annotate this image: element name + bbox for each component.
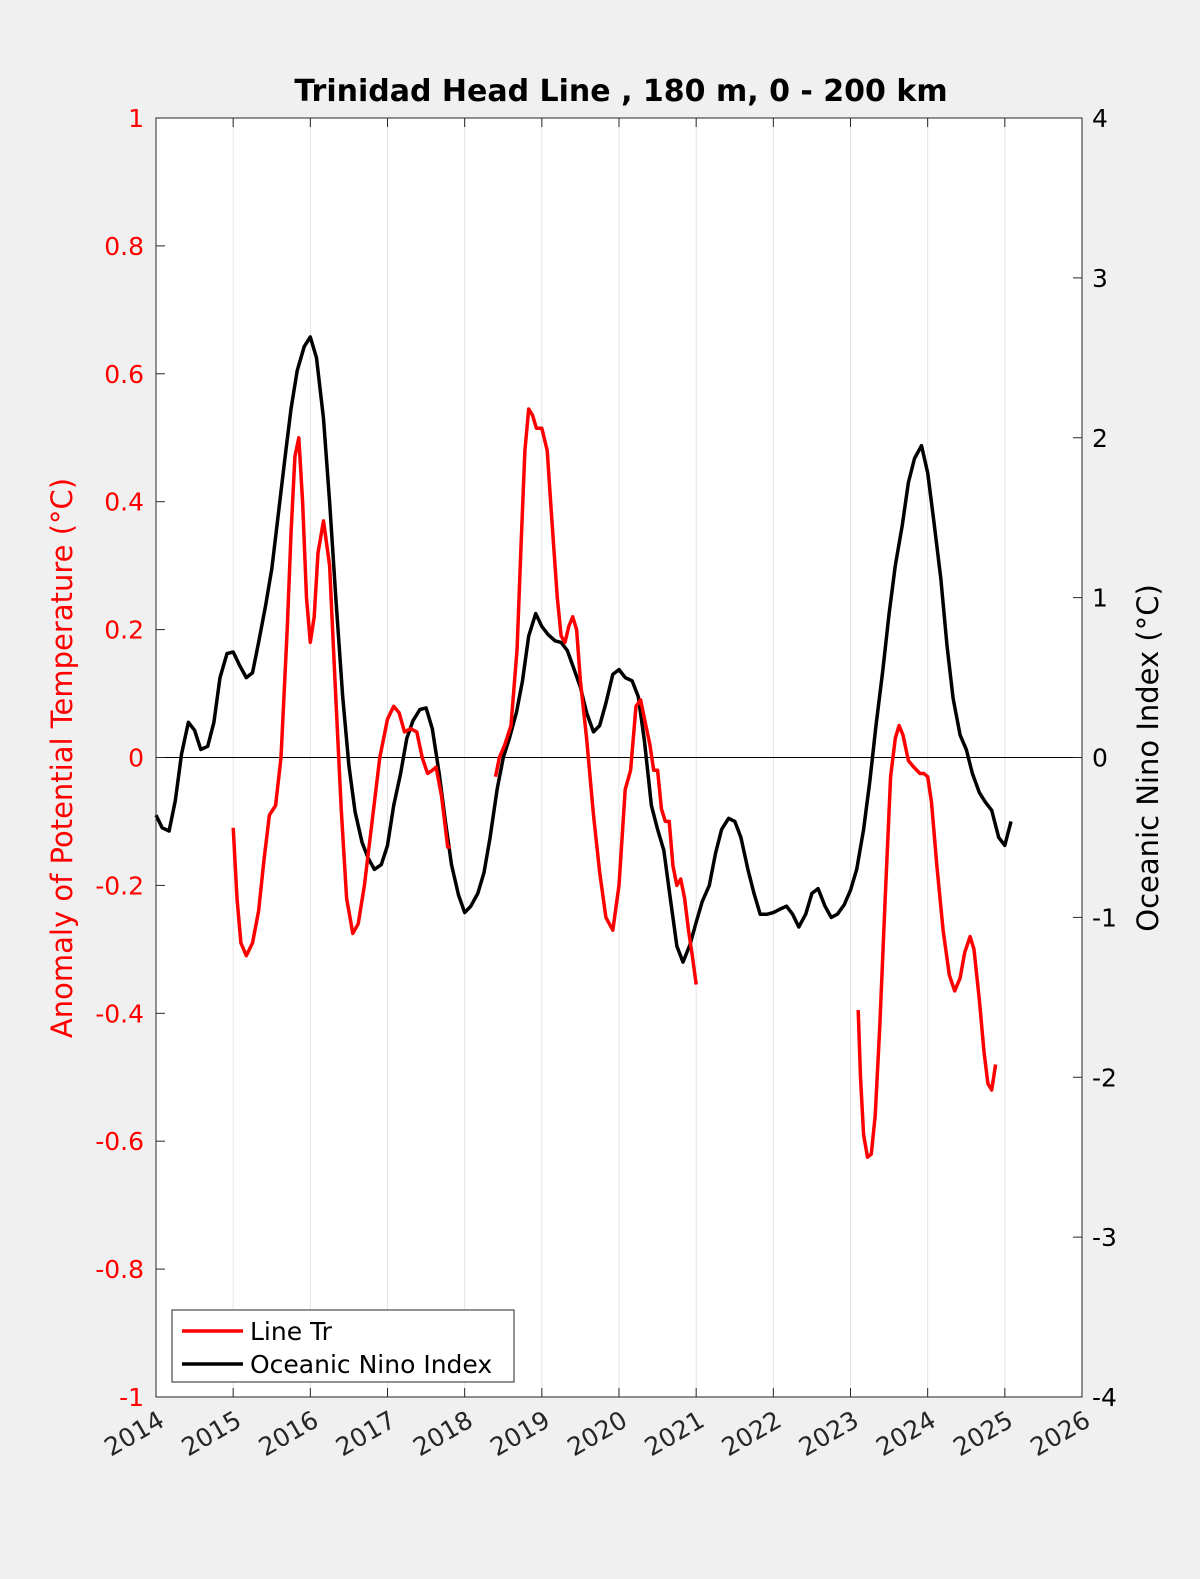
y-left-tick-label: -0.4	[95, 999, 144, 1028]
y-right-tick-label: -4	[1092, 1383, 1117, 1412]
y-axis-right-label: Oceanic Nino Index (°C)	[1131, 584, 1165, 932]
y-right-tick-label: 2	[1092, 424, 1108, 453]
y-left-tick-label: 0.4	[104, 488, 144, 517]
y-left-tick-label: 0.2	[104, 616, 144, 645]
y-left-tick-label: 0.6	[104, 360, 144, 389]
chart-title: Trinidad Head Line , 180 m, 0 - 200 km	[294, 74, 947, 109]
series-layer	[154, 335, 1013, 1159]
series-line-tr-segment	[493, 407, 698, 985]
y-left-tick-label: -1	[119, 1383, 144, 1412]
legend: Line Tr Oceanic Nino Index	[171, 1309, 515, 1383]
series-line-tr-segment	[231, 436, 451, 958]
series-line-tr-segment	[856, 723, 998, 1159]
y-left-tick-label: -0.8	[95, 1255, 144, 1284]
y-left-tick-label: 0	[128, 744, 144, 773]
y-left-tick-label: 0.8	[104, 232, 144, 261]
y-right-tick-label: 3	[1092, 264, 1108, 293]
y-right-tick-label: 4	[1092, 104, 1108, 133]
y-axis-left-label: Anomaly of Potential Temperature (°C)	[45, 478, 79, 1038]
y-left-tick-label: -0.6	[95, 1127, 144, 1156]
legend-label-oni: Oceanic Nino Index	[250, 1350, 492, 1379]
y-right-tick-label: 0	[1092, 744, 1108, 773]
y-right-tick-label: -3	[1092, 1223, 1117, 1252]
y-right-tick-label: -2	[1092, 1063, 1117, 1092]
y-left-tick-label: 1	[128, 104, 144, 133]
legend-box	[171, 1309, 515, 1383]
y-right-tick-label: -1	[1092, 903, 1117, 932]
legend-label-line-tr: Line Tr	[250, 1317, 333, 1346]
y-right-tick-label: 1	[1092, 584, 1108, 613]
y-left-tick-label: -0.2	[95, 871, 144, 900]
